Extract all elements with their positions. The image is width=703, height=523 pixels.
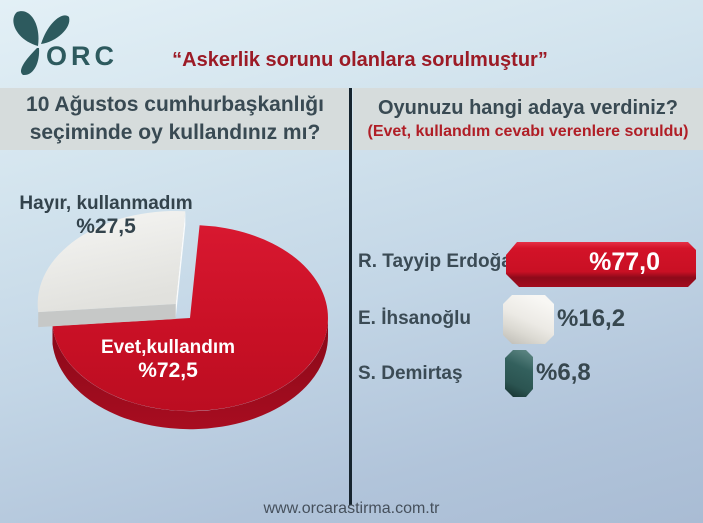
pie-label-evet-text: Evet,kullandım [100,337,236,358]
bar-erdogan: %77,0 [506,242,696,287]
right-question-band: Oyunuzu hangi adaya verdiniz? (Evet, kul… [353,88,703,150]
bar-demirtas [505,350,533,397]
pie-slice-hayir-side [38,304,176,328]
footer-website: www.orcarastirma.com.tr [263,500,440,517]
bar-label-ihsanoglu: E. İhsanoğlu [358,308,471,329]
bar-label-demirtas: S. Demirtaş [358,363,463,384]
pie-label-hayir: Hayır, kullanmadım %27,5 [0,192,212,239]
left-question-text: 10 Ağustos cumhurbaşkanlığı seçiminde oy… [26,93,324,144]
bar-value-ihsanoglu: %16,2 [557,305,626,332]
left-question-band: 10 Ağustos cumhurbaşkanlığı seçiminde oy… [0,88,350,150]
pie-slice-evet [52,225,328,411]
orc-logo-text: ORC [46,41,118,71]
right-question-text: Oyunuzu hangi adaya verdiniz? [377,97,679,119]
page-title: “Askerlik sorunu olanlara sorulmuştur” [172,49,548,71]
right-question-note: (Evet, kullandım cevabı verenlere soruld… [367,123,689,140]
bar-value-demirtas: %6,8 [536,359,591,386]
pie-label-hayir-value: %27,5 [76,215,136,238]
panel-divider [349,88,352,505]
pie-label-evet: Evet,kullandım %72,5 [68,336,268,383]
pie-slice-evet-side [52,318,329,430]
pie-label-evet-value: %72,5 [138,359,198,382]
pie-label-hayir-text: Hayır, kullanmadım [19,193,193,214]
bar-ihsanoglu [503,295,554,344]
bar-label-erdogan: R. Tayyip Erdoğan [358,251,524,272]
orc-logo-icon [13,11,70,76]
pie-slice-hayir-cutface [175,211,186,318]
pie-slice-hayir [37,210,186,313]
pie-chart [37,210,329,430]
